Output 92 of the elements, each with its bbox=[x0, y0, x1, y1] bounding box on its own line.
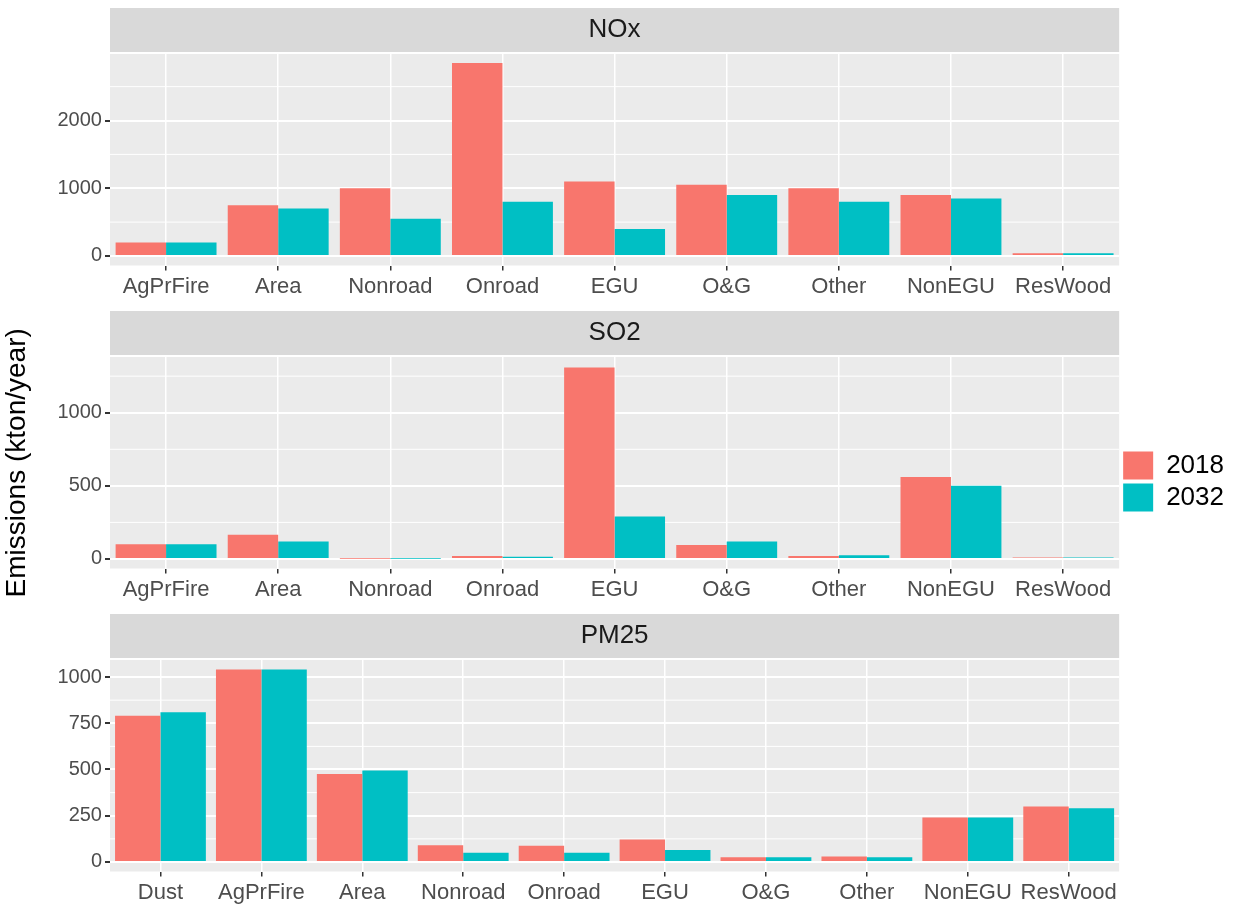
bar bbox=[788, 188, 839, 255]
legend-label: 2018 bbox=[1166, 448, 1224, 479]
x-tick-label: AgPrFire bbox=[122, 575, 210, 601]
bar bbox=[726, 541, 778, 558]
x-tick-label: ResWood bbox=[1020, 878, 1117, 904]
bar bbox=[765, 857, 812, 861]
x-tick-label: NonEGU bbox=[906, 272, 995, 298]
bar bbox=[166, 242, 217, 255]
bar bbox=[339, 188, 391, 255]
y-tick-label: 1000 bbox=[57, 400, 102, 423]
bar bbox=[950, 198, 1002, 255]
x-tick-label: NonEGU bbox=[923, 878, 1012, 904]
x-tick-label: Other bbox=[811, 575, 867, 601]
bar bbox=[417, 845, 464, 861]
y-axis-title: Emissions (kton/year) bbox=[0, 328, 31, 598]
bar bbox=[215, 669, 262, 861]
x-tick-label: O&G bbox=[741, 878, 791, 904]
x-tick-label: Dust bbox=[137, 878, 184, 904]
bar bbox=[676, 184, 727, 255]
bar bbox=[564, 367, 615, 558]
bar bbox=[115, 715, 161, 861]
bar bbox=[227, 205, 279, 255]
x-tick-label: Area bbox=[254, 575, 303, 601]
chart-title: NOx bbox=[588, 13, 641, 44]
bar bbox=[518, 845, 565, 861]
y-tick-label: 500 bbox=[68, 473, 102, 496]
x-tick-label: O&G bbox=[702, 575, 752, 601]
bar bbox=[614, 228, 666, 255]
bar bbox=[1023, 806, 1069, 861]
x-tick-label: ResWood bbox=[1014, 575, 1112, 601]
bar bbox=[900, 195, 951, 255]
bar bbox=[390, 218, 441, 255]
bar bbox=[619, 839, 666, 861]
bar bbox=[665, 849, 711, 861]
bar bbox=[1068, 808, 1115, 861]
bar bbox=[720, 857, 766, 861]
x-tick-label: EGU bbox=[590, 575, 639, 601]
x-tick-label: AgPrFire bbox=[122, 272, 210, 298]
bar bbox=[160, 712, 206, 861]
y-tick-label: 0 bbox=[90, 243, 102, 266]
bar bbox=[821, 856, 867, 861]
chart-title: PM25 bbox=[580, 619, 649, 650]
bar bbox=[838, 555, 890, 558]
bar bbox=[866, 857, 913, 861]
y-tick-label: 750 bbox=[68, 710, 102, 733]
bar bbox=[564, 181, 615, 255]
bar bbox=[362, 770, 408, 861]
bar bbox=[502, 201, 553, 255]
x-tick-label: Other bbox=[839, 878, 895, 904]
bar bbox=[726, 195, 778, 255]
bar bbox=[166, 544, 217, 558]
bar bbox=[261, 669, 307, 861]
y-tick-label: 250 bbox=[68, 803, 102, 826]
y-tick-label: 1000 bbox=[57, 664, 102, 687]
x-tick-label: Area bbox=[339, 878, 387, 904]
x-tick-label: Nonroad bbox=[421, 878, 506, 904]
bar bbox=[115, 544, 167, 558]
y-tick-label: 1000 bbox=[57, 175, 102, 198]
legend-label: 2032 bbox=[1166, 480, 1224, 511]
bar bbox=[614, 516, 666, 558]
y-tick-label: 0 bbox=[90, 546, 102, 569]
bar bbox=[227, 534, 279, 558]
x-tick-label: Nonroad bbox=[348, 575, 433, 601]
bar bbox=[900, 477, 951, 558]
bar bbox=[967, 817, 1014, 861]
x-tick-label: EGU bbox=[590, 272, 639, 298]
x-tick-label: ResWood bbox=[1014, 272, 1112, 298]
bar bbox=[950, 485, 1002, 558]
bar bbox=[922, 817, 968, 861]
x-tick-label: EGU bbox=[641, 878, 689, 904]
bar bbox=[316, 774, 363, 861]
bar bbox=[278, 208, 329, 255]
x-tick-label: O&G bbox=[702, 272, 752, 298]
x-tick-label: Area bbox=[254, 272, 303, 298]
x-tick-label: Onroad bbox=[465, 575, 540, 601]
bar bbox=[676, 545, 727, 558]
bar bbox=[451, 62, 503, 255]
y-tick-label: 500 bbox=[68, 757, 102, 780]
x-tick-label: NonEGU bbox=[906, 575, 995, 601]
bar bbox=[564, 852, 610, 861]
bar bbox=[463, 852, 509, 861]
bar bbox=[838, 201, 890, 255]
x-tick-label: Nonroad bbox=[348, 272, 433, 298]
y-tick-label: 2000 bbox=[57, 108, 102, 131]
x-tick-label: Onroad bbox=[465, 272, 540, 298]
x-tick-label: AgPrFire bbox=[217, 878, 305, 904]
bar bbox=[278, 541, 329, 558]
bar bbox=[115, 242, 167, 255]
chart-title: SO2 bbox=[588, 316, 641, 347]
x-tick-label: Onroad bbox=[527, 878, 601, 904]
x-tick-label: Other bbox=[811, 272, 867, 298]
y-tick-label: 0 bbox=[90, 849, 102, 872]
